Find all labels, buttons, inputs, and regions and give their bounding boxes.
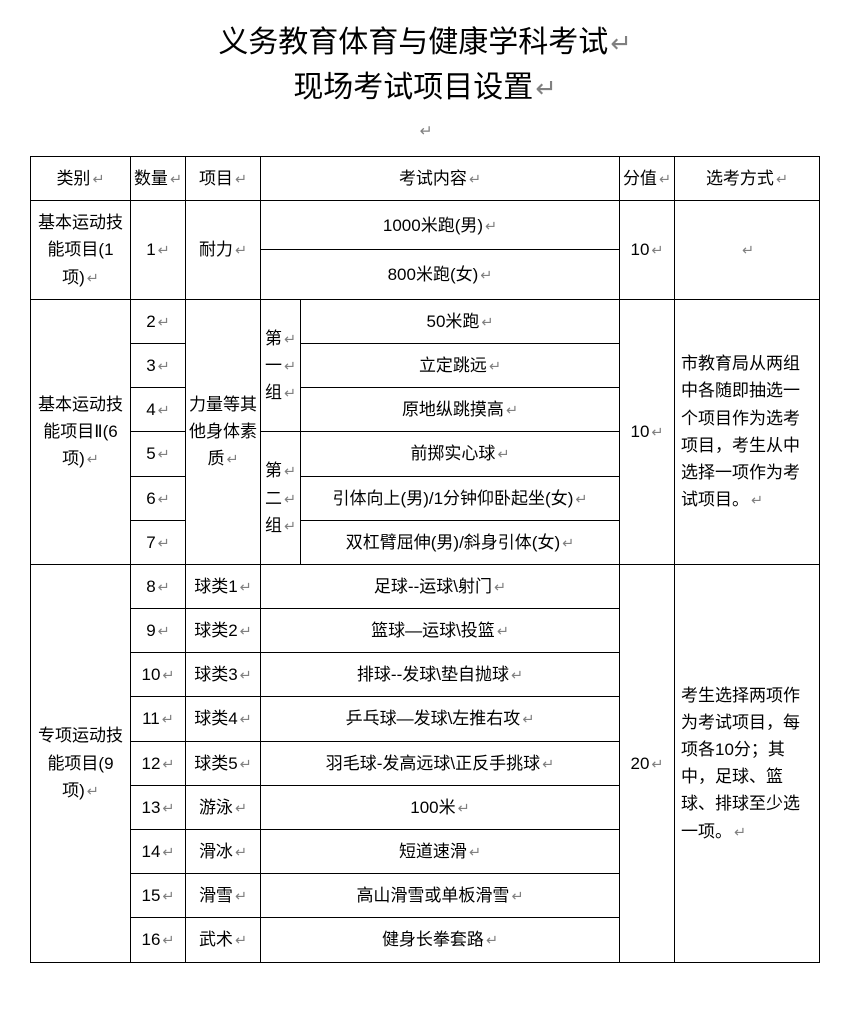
cell-item: 耐力↵ (186, 201, 261, 300)
cell-content: 立定跳远↵ (301, 343, 620, 387)
cell-content: 800米跑(女)↵ (261, 250, 620, 299)
cell-content: 50米跑↵ (301, 299, 620, 343)
cell-item: 滑冰↵ (186, 830, 261, 874)
cell-num: 15↵ (131, 874, 186, 918)
cell-num: 10↵ (131, 653, 186, 697)
cell-num: 7↵ (131, 520, 186, 564)
cell-content: 乒乓球—发球\左推右攻↵ (261, 697, 620, 741)
paragraph-break: ↵ (30, 120, 820, 141)
cell-num: 9↵ (131, 609, 186, 653)
cell-content: 双杠臂屈伸(男)/斜身引体(女)↵ (301, 520, 620, 564)
cell-num: 4↵ (131, 388, 186, 432)
cell-item: 球类3↵ (186, 653, 261, 697)
cell-group: 第↵一↵组↵ (261, 299, 301, 432)
cell-num: 3↵ (131, 343, 186, 387)
cell-num: 12↵ (131, 741, 186, 785)
cell-category: 基本运动技能项目(1项)↵ (31, 201, 131, 300)
header-method: 选考方式↵ (675, 157, 820, 201)
table-header-row: 类别↵ 数量↵ 项目↵ 考试内容↵ 分值↵ 选考方式↵ (31, 157, 820, 201)
cell-content: 足球--运球\射门↵ (261, 564, 620, 608)
cell-content: 篮球—运球\投篮↵ (261, 609, 620, 653)
cell-item: 球类4↵ (186, 697, 261, 741)
cell-method: ↵ (675, 201, 820, 300)
table-row: 基本运动技能项目Ⅱ(6项)↵ 2↵ 力量等其他身体素质↵ 第↵一↵组↵ 50米跑… (31, 299, 820, 343)
document-title: 义务教育体育与健康学科考试↵ 现场考试项目设置↵ (30, 20, 820, 110)
cell-content: 100米↵ (261, 785, 620, 829)
cell-item: 滑雪↵ (186, 874, 261, 918)
cell-score: 10↵ (620, 299, 675, 564)
cell-content: 健身长拳套路↵ (261, 918, 620, 962)
header-score: 分值↵ (620, 157, 675, 201)
cell-num: 2↵ (131, 299, 186, 343)
title-line-2: 现场考试项目设置 (293, 71, 533, 104)
return-mark: ↵ (535, 75, 556, 103)
header-quantity: 数量↵ (131, 157, 186, 201)
cell-content: 原地纵跳摸高↵ (301, 388, 620, 432)
title-line-1: 义务教育体育与健康学科考试 (218, 26, 608, 59)
cell-item: 球类5↵ (186, 741, 261, 785)
cell-item: 游泳↵ (186, 785, 261, 829)
cell-group: 第↵二↵组↵ (261, 432, 301, 565)
cell-item: 球类2↵ (186, 609, 261, 653)
cell-num: 1↵ (131, 201, 186, 300)
cell-category: 专项运动技能项目(9项)↵ (31, 564, 131, 962)
cell-item: 球类1↵ (186, 564, 261, 608)
cell-content: 短道速滑↵ (261, 830, 620, 874)
table-row: 专项运动技能项目(9项)↵ 8↵ 球类1↵ 足球--运球\射门↵ 20↵ 考生选… (31, 564, 820, 608)
cell-content: 高山滑雪或单板滑雪↵ (261, 874, 620, 918)
cell-num: 8↵ (131, 564, 186, 608)
cell-content: 羽毛球-发高远球\正反手挑球↵ (261, 741, 620, 785)
cell-content: 1000米跑(男)↵ (261, 201, 620, 250)
cell-content: 排球--发球\垫自抛球↵ (261, 653, 620, 697)
cell-content: 前掷实心球↵ (301, 432, 620, 476)
cell-num: 16↵ (131, 918, 186, 962)
cell-num: 6↵ (131, 476, 186, 520)
cell-method: 考生选择两项作为考试项目，每项各10分；其中，足球、篮球、排球至少选一项。↵ (675, 564, 820, 962)
cell-num: 14↵ (131, 830, 186, 874)
header-item: 项目↵ (186, 157, 261, 201)
header-content: 考试内容↵ (261, 157, 620, 201)
cell-score: 20↵ (620, 564, 675, 962)
table-row: 基本运动技能项目(1项)↵ 1↵ 耐力↵ 1000米跑(男)↵ 10↵ ↵ (31, 201, 820, 250)
cell-num: 5↵ (131, 432, 186, 476)
exam-table: 类别↵ 数量↵ 项目↵ 考试内容↵ 分值↵ 选考方式↵ 基本运动技能项目(1项)… (30, 156, 820, 963)
header-category: 类别↵ (31, 157, 131, 201)
cell-score: 10↵ (620, 201, 675, 300)
cell-item: 武术↵ (186, 918, 261, 962)
cell-item: 力量等其他身体素质↵ (186, 299, 261, 564)
cell-num: 11↵ (131, 697, 186, 741)
cell-num: 13↵ (131, 785, 186, 829)
cell-category: 基本运动技能项目Ⅱ(6项)↵ (31, 299, 131, 564)
cell-method: 市教育局从两组中各随即抽选一个项目作为选考项目，考生从中选择一项作为考试项目。↵ (675, 299, 820, 564)
cell-content: 引体向上(男)/1分钟仰卧起坐(女)↵ (301, 476, 620, 520)
return-mark: ↵ (610, 30, 631, 58)
